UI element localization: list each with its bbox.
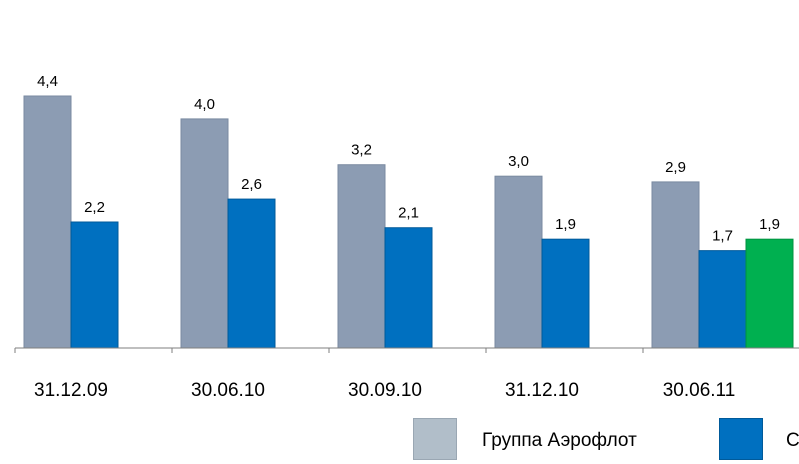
- data-label-2-5: 1,7: [712, 228, 733, 245]
- bar-3-5: [745, 238, 794, 349]
- data-label-2-4: 1,9: [555, 216, 576, 233]
- bar-2-1: [70, 221, 119, 349]
- data-label-1-2: 4,0: [194, 96, 215, 113]
- legend-label-second: С: [786, 430, 799, 451]
- x-tick-label-3: 30.09.10: [348, 380, 422, 401]
- data-label-1-3: 3,2: [351, 142, 372, 159]
- data-label-1-5: 2,9: [665, 159, 686, 176]
- data-label-1-1: 4,4: [37, 73, 58, 90]
- legend-swatch-second: [719, 418, 763, 460]
- chart: 4,4 2,2 31.12.09 4,0 2,6 30.06.10 3,2 2,1 30.09.…: [14, 73, 799, 401]
- bar-1-2: [180, 118, 229, 349]
- bar-2-5: [698, 250, 747, 349]
- bar-2-3: [384, 227, 433, 349]
- data-label-1-4: 3,0: [508, 153, 529, 170]
- x-tick-label-4: 31.12.10: [505, 380, 579, 401]
- data-label-2-1: 2,2: [84, 199, 105, 216]
- legend-label-aeroflot: Группа Аэрофлот: [482, 430, 637, 451]
- bar-1-1: [23, 95, 72, 349]
- bar-1-4: [494, 175, 543, 349]
- x-tick-label-5: 30.06.11: [663, 380, 736, 401]
- data-label-2-2: 2,6: [241, 176, 262, 193]
- bar-1-3: [337, 164, 386, 349]
- x-tick-label-1: 31.12.09: [34, 380, 108, 401]
- bar-2-2: [227, 198, 276, 349]
- bar-1-5: [651, 181, 700, 349]
- x-tick-label-2: 30.06.10: [191, 380, 265, 401]
- data-label-3-5: 1,9: [759, 216, 780, 233]
- legend-swatch-aeroflot: [413, 418, 457, 460]
- bar-2-4: [541, 238, 590, 349]
- data-label-2-3: 2,1: [398, 205, 419, 222]
